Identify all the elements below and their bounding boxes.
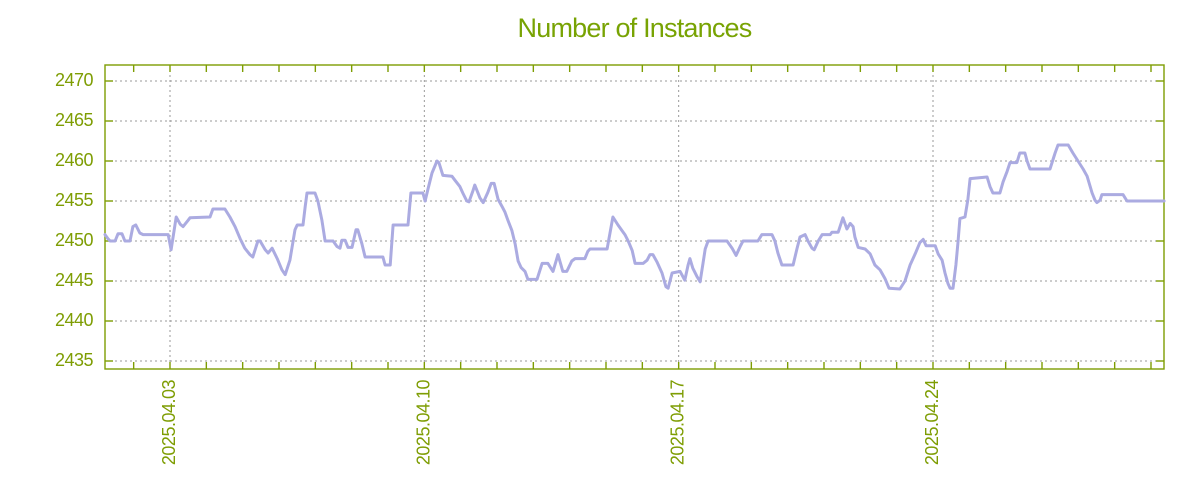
y-tick-label: 2465 — [55, 110, 94, 130]
series-line — [103, 143, 1166, 291]
x-tick-label: 2025.04.17 — [668, 380, 688, 466]
y-tick-label: 2445 — [55, 270, 94, 290]
y-tick-label: 2440 — [55, 310, 94, 330]
plot-frame — [104, 64, 1165, 370]
chart-title: Number of Instances — [517, 13, 753, 43]
x-tick-label: 2025.04.10 — [413, 380, 433, 466]
y-tick-label: 2455 — [55, 190, 94, 210]
y-tick-label: 2470 — [55, 70, 94, 90]
y-tick-label: 2460 — [55, 150, 94, 170]
y-tick-label: 2450 — [55, 230, 94, 250]
x-tick-label: 2025.04.03 — [159, 380, 179, 466]
y-tick-label: 2435 — [55, 350, 94, 370]
x-tick-label: 2025.04.24 — [922, 380, 942, 466]
